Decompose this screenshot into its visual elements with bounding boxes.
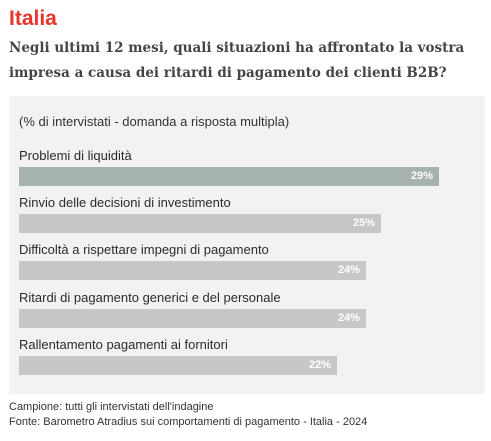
bar-value-label: 29% bbox=[410, 170, 433, 182]
bar-category-label: Difficoltà a rispettare impegni di pagam… bbox=[19, 242, 269, 257]
bar-category-label: Rallentamento pagamenti ai fornitori bbox=[19, 337, 228, 352]
bar-row: Ritardi di pagamento generici e del pers… bbox=[19, 290, 475, 330]
bar-category-label: Problemi di liquidità bbox=[19, 148, 132, 163]
bar-value-label: 25% bbox=[352, 217, 375, 229]
bar-row: Difficoltà a rispettare impegni di pagam… bbox=[19, 242, 475, 282]
source-note: Fonte: Barometro Atradius sui comportame… bbox=[9, 416, 368, 428]
bar-row: Problemi di liquidità 29% bbox=[19, 148, 475, 188]
bar: 29% bbox=[19, 167, 439, 186]
bar-row: Rinvio delle decisioni di investimento 2… bbox=[19, 195, 475, 235]
bar: 24% bbox=[19, 261, 366, 280]
bar: 25% bbox=[19, 214, 381, 233]
chart-panel: (% di intervistati - domanda a risposta … bbox=[9, 96, 485, 394]
bar: 24% bbox=[19, 309, 366, 328]
survey-question: Negli ultimi 12 mesi, quali situazioni h… bbox=[9, 40, 465, 81]
chart-subtitle: (% di intervistati - domanda a risposta … bbox=[19, 114, 290, 129]
page-title: Italia bbox=[9, 7, 57, 30]
bar-value-label: 22% bbox=[308, 359, 331, 371]
sample-note: Campione: tutti gli intervistati dell'in… bbox=[9, 401, 214, 413]
bar-category-label: Rinvio delle decisioni di investimento bbox=[19, 195, 231, 210]
bar-row: Rallentamento pagamenti ai fornitori 22% bbox=[19, 337, 475, 377]
bar-value-label: 24% bbox=[337, 264, 360, 276]
bar: 22% bbox=[19, 356, 337, 375]
bar-value-label: 24% bbox=[337, 312, 360, 324]
bar-category-label: Ritardi di pagamento generici e del pers… bbox=[19, 290, 281, 305]
